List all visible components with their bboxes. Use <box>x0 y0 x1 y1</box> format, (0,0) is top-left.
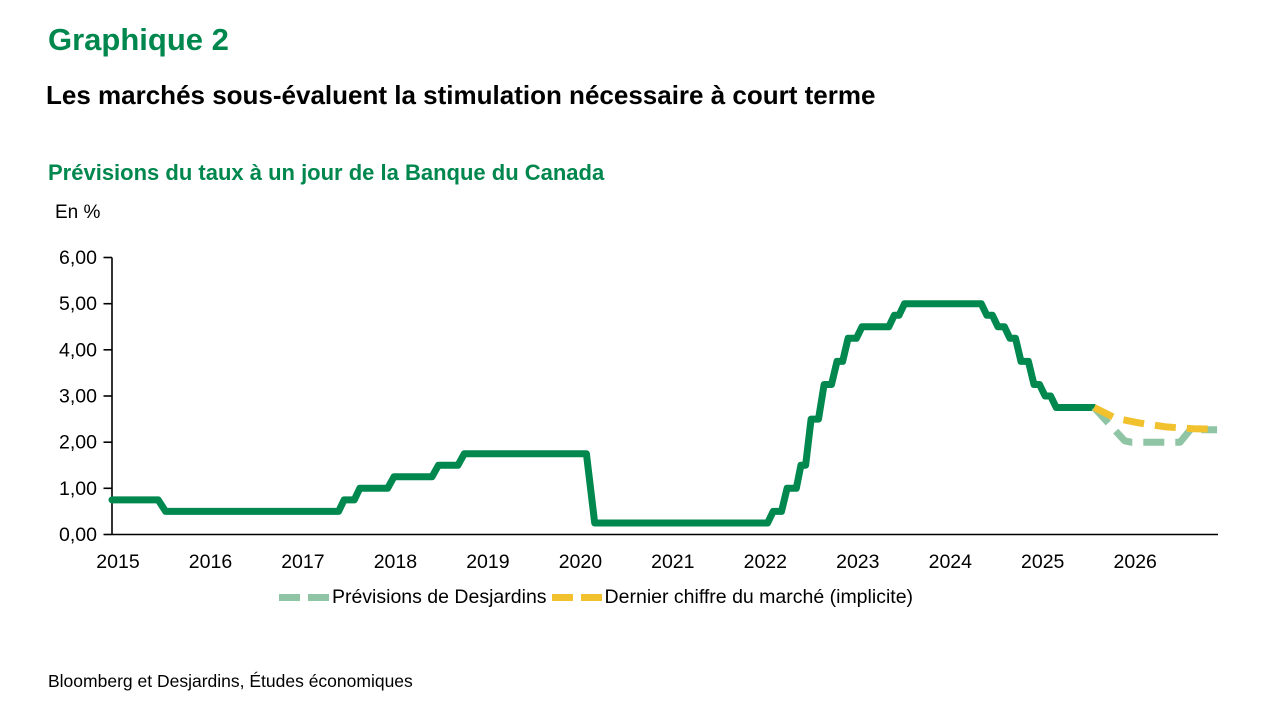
y-tick-label: 1,00 <box>59 478 97 500</box>
y-tick-label: 0,00 <box>59 524 97 546</box>
y-tick-label: 6,00 <box>59 247 97 269</box>
legend-item-desjardins-forecast: Prévisions de Desjardins <box>278 586 547 609</box>
y-tick-label: 2,00 <box>59 432 97 454</box>
legend-label-desjardins-forecast: Prévisions de Desjardins <box>331 586 547 608</box>
series-policy-rate-line <box>108 300 1098 527</box>
x-tick-label: 2019 <box>466 551 509 573</box>
x-tick-label: 2025 <box>1021 551 1065 573</box>
y-tick-label: 5,00 <box>59 293 97 315</box>
x-tick-label: 2024 <box>929 551 973 573</box>
y-tick-label: 4,00 <box>59 339 97 361</box>
x-tick-label: 2020 <box>559 551 603 573</box>
y-axis-unit-label: En % <box>55 202 101 223</box>
x-tick-label: 2017 <box>281 551 324 573</box>
figure-number: Graphique 2 <box>48 22 229 57</box>
y-tick-label: 3,00 <box>59 386 97 408</box>
figure-title: Les marchés sous-évaluent la stimulation… <box>46 80 876 110</box>
x-tick-label: 2023 <box>836 551 879 573</box>
series-desjardins-forecast-line <box>1091 405 1218 446</box>
x-tick-label: 2016 <box>189 551 232 573</box>
series-market-implied-line <box>1092 404 1218 433</box>
source-note: Bloomberg et Desjardins, Études économiq… <box>48 671 413 691</box>
chart-legend: Prévisions de Desjardins Dernier chiffre … <box>0 586 1192 609</box>
x-tick-label: 2022 <box>744 551 787 573</box>
x-tick-label: 2018 <box>374 551 417 573</box>
chart-subtitle: Prévisions du taux à un jour de la Banqu… <box>48 160 605 185</box>
dashed-line-icon <box>551 594 602 601</box>
x-tick-label: 2021 <box>651 551 694 573</box>
x-tick-label: 2026 <box>1114 551 1157 573</box>
legend-label-market-implied: Dernier chiffre du marché (implicite) <box>604 586 914 608</box>
legend-item-market-implied: Dernier chiffre du marché (implicite) <box>551 586 914 609</box>
x-tick-label: 2015 <box>96 551 140 573</box>
dashed-line-icon <box>278 594 329 601</box>
